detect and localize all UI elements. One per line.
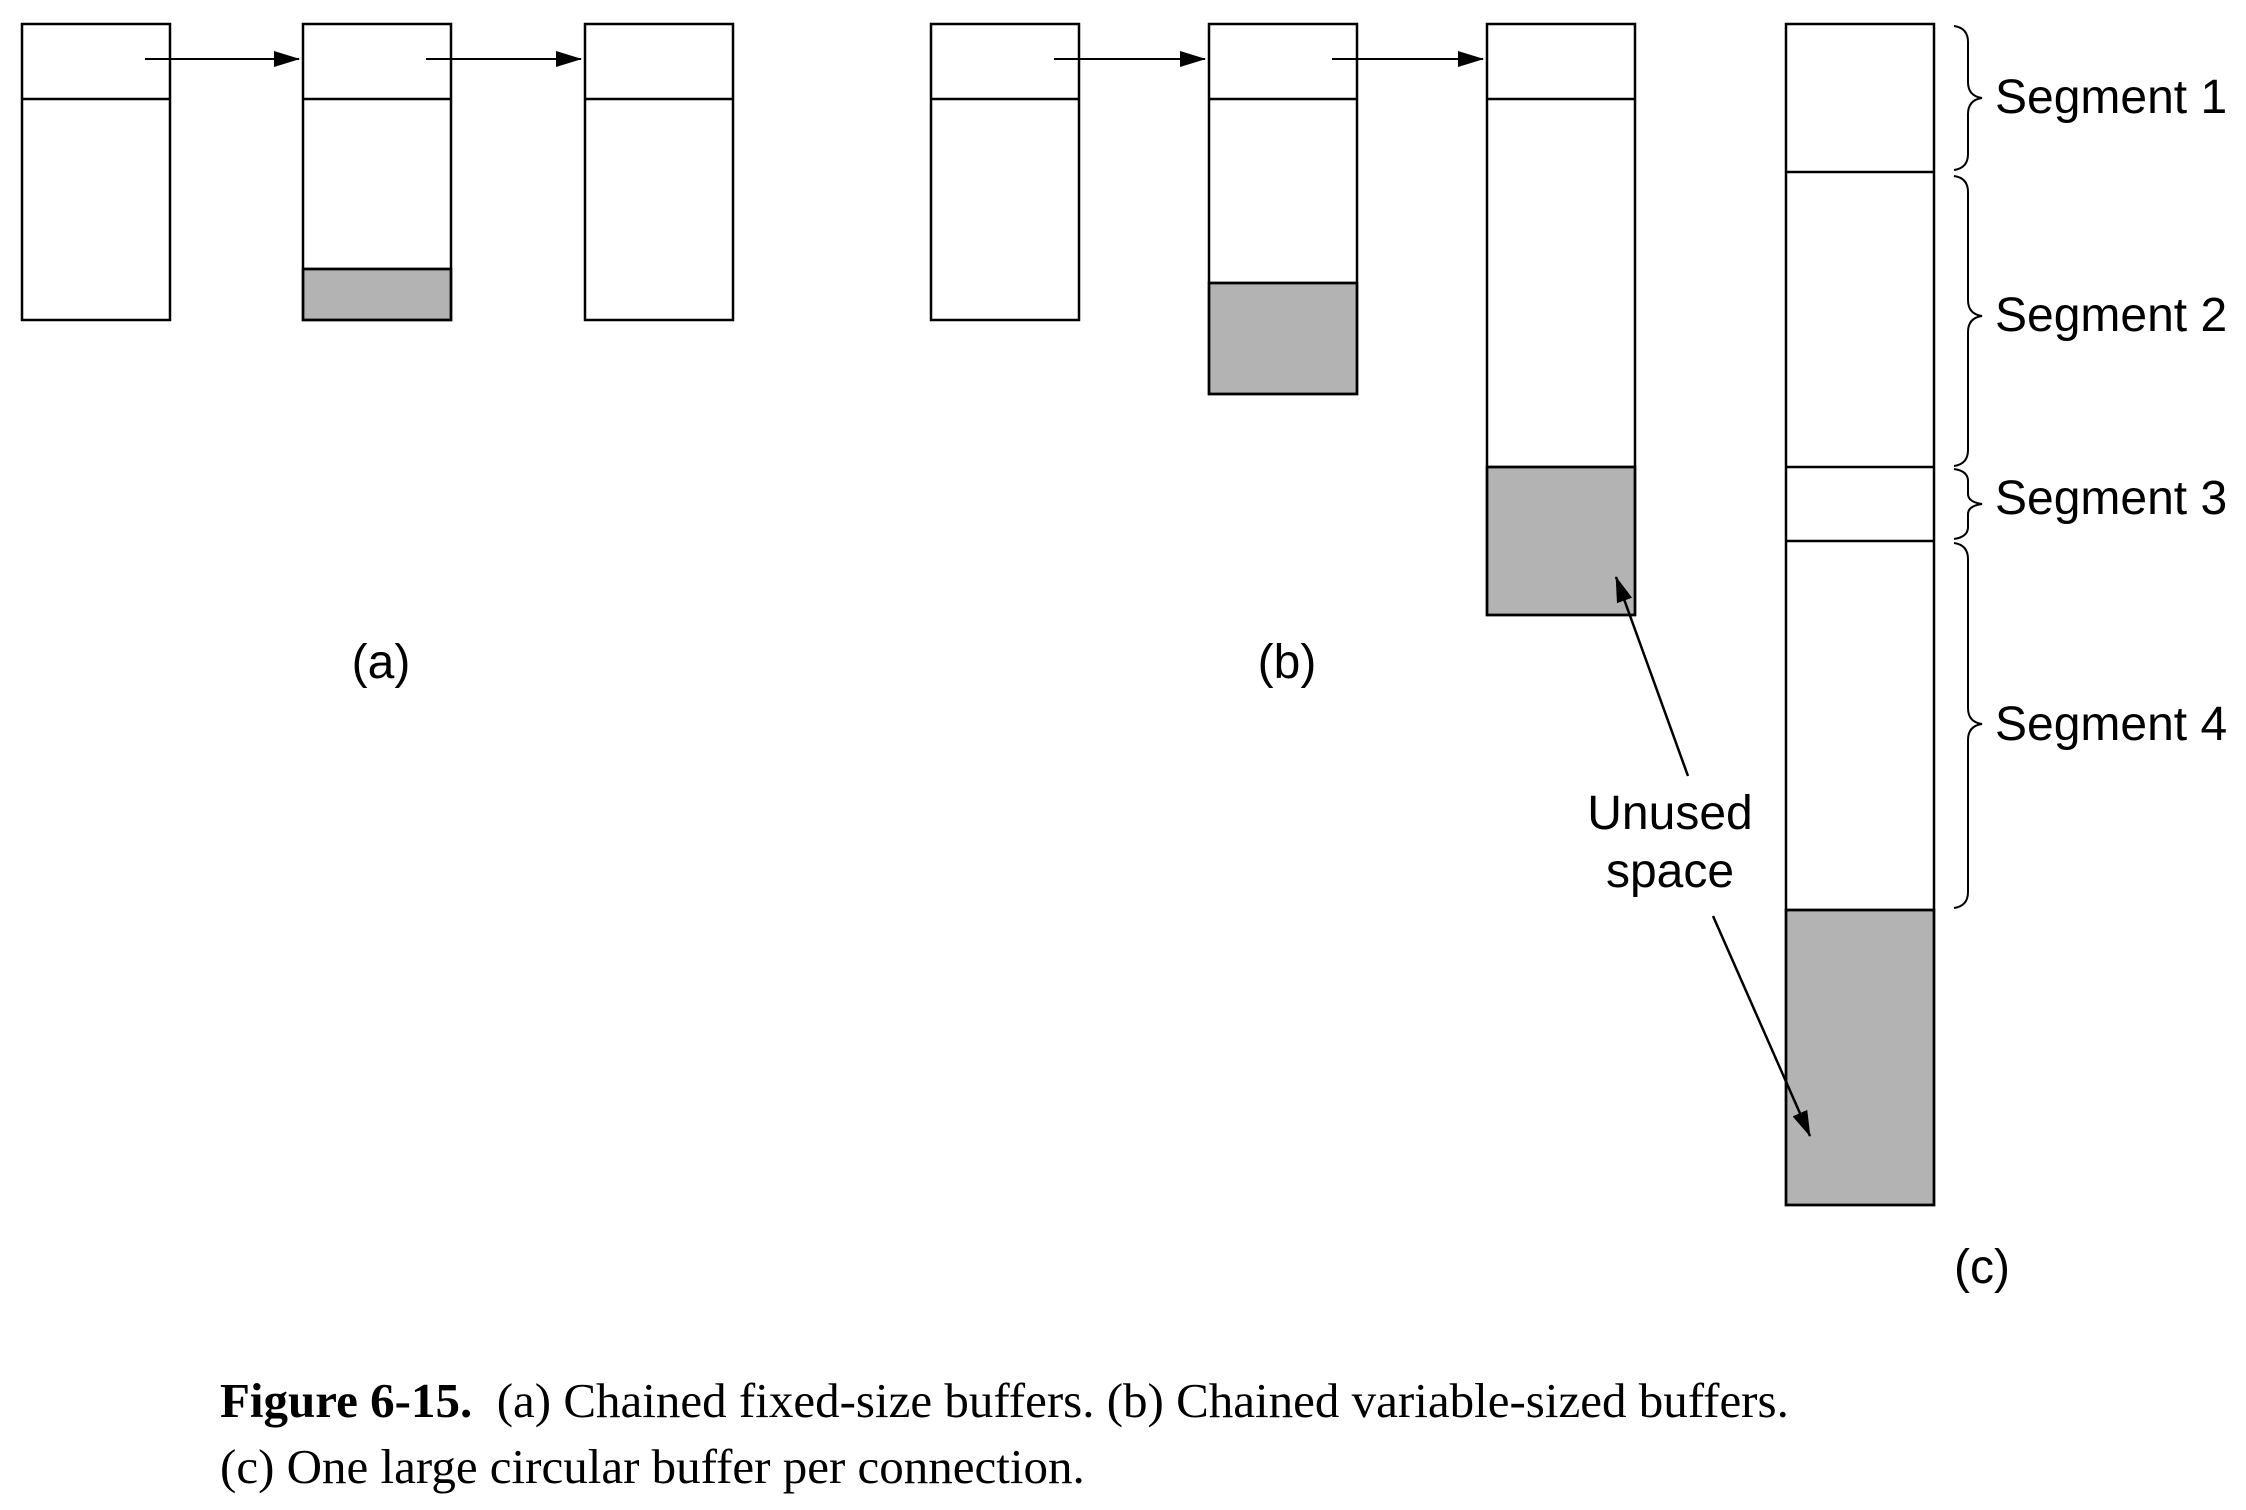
panel-b-label: (b): [1258, 636, 1317, 689]
buffer-diagram: (a) (b) (c) Unused space Segment 1 Segme…: [20, 22, 2227, 1294]
buffer-b1: [929, 22, 1081, 322]
segment-3-brace: [1953, 468, 1983, 540]
unused-space-a2: [301, 267, 453, 322]
buffer-a3: [583, 22, 735, 322]
caption-text-1: (a) Chained fixed-size buffers. (b) Chai…: [496, 1373, 1789, 1428]
buffer-b2: [1207, 22, 1359, 396]
figure-caption: Figure 6-15. (a) Chained fixed-size buff…: [220, 1368, 2180, 1500]
panel-a: [20, 22, 735, 322]
buffer-a2: [301, 22, 453, 322]
caption-text-2: (c) One large circular buffer per connec…: [220, 1439, 1085, 1494]
panel-b: [929, 22, 1637, 617]
panel-c-label: (c): [1954, 1241, 2010, 1294]
caption-line-2: (c) One large circular buffer per connec…: [220, 1434, 2180, 1500]
panel-c: [1784, 22, 1983, 1207]
unused-space-b2: [1207, 281, 1359, 396]
unused-space-b3: [1485, 465, 1637, 617]
unused-space-label-line2: space: [1606, 845, 1734, 898]
caption-line-1: Figure 6-15. (a) Chained fixed-size buff…: [220, 1368, 2180, 1434]
segment-4-brace: [1953, 542, 1983, 909]
buffer-b3: [1485, 22, 1637, 617]
unused-space-c: [1784, 908, 1936, 1207]
segment-2-label: Segment 2: [1995, 289, 2227, 342]
unused-space-arrow-b: [1614, 576, 1690, 777]
segment-2-brace: [1953, 175, 1983, 467]
panel-a-label: (a): [352, 636, 411, 689]
segment-3-label: Segment 3: [1995, 472, 2227, 525]
unused-space-label-line1: Unused: [1587, 787, 1752, 840]
unused-space-arrow-c: [1711, 915, 1812, 1137]
segment-4-label: Segment 4: [1995, 698, 2227, 751]
segment-1-label: Segment 1: [1995, 71, 2227, 124]
buffer-a1: [20, 22, 172, 322]
circular-buffer: [1784, 22, 1936, 1207]
segment-1-brace: [1953, 25, 1983, 171]
figure-number: Figure 6-15.: [220, 1373, 473, 1428]
